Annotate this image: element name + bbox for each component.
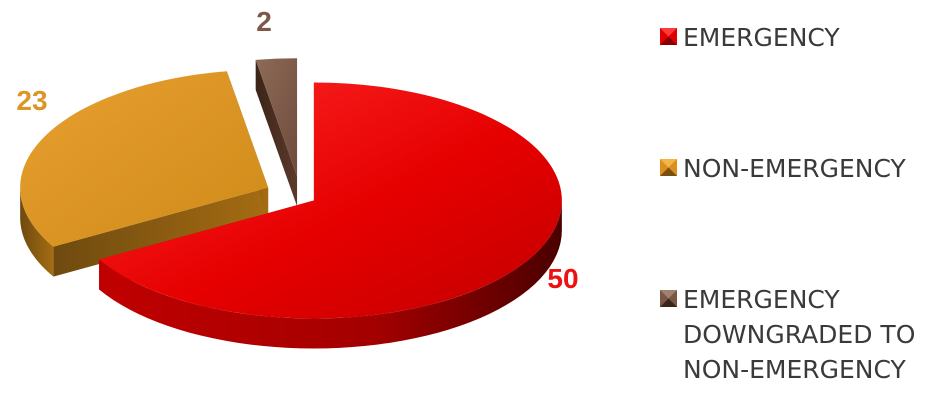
slice-non-emergency-side [20, 186, 54, 277]
legend-item-non-emergency: NON-EMERGENCY [660, 151, 945, 186]
legend-label-non-emergency: NON-EMERGENCY [683, 154, 906, 183]
slice-emergency-downgraded-top [255, 58, 298, 177]
slice-emergency-downgraded-start-face [255, 59, 298, 207]
legend-label-emergency-downgraded: EMERGENCY DOWNGRADED TO NON-EMERGENCY [683, 285, 916, 384]
slice-non-emergency-top [20, 71, 269, 247]
slice-emergency-side [99, 200, 562, 349]
data-label-emergency-downgraded: 2 [256, 6, 272, 37]
legend-item-emergency-downgraded: EMERGENCY DOWNGRADED TO NON-EMERGENCY [660, 282, 945, 387]
slice-emergency-top [99, 82, 562, 319]
slice-emergency-downgraded [255, 58, 298, 207]
legend-item-emergency: EMERGENCY [660, 20, 945, 55]
slice-non-emergency-start-face [53, 187, 269, 277]
legend-label-emergency: EMERGENCY [683, 23, 840, 52]
data-label-non-emergency: 23 [16, 85, 47, 116]
legend-marker-non-emergency [660, 159, 677, 176]
pie-data-labels: 50 23 2 [16, 6, 578, 294]
pie-slices [20, 58, 562, 349]
legend-marker-emergency-downgraded [660, 290, 677, 307]
slice-non-emergency [20, 71, 269, 277]
legend-marker-emergency [660, 28, 677, 45]
data-label-emergency: 50 [547, 263, 578, 294]
slice-emergency [99, 82, 562, 349]
